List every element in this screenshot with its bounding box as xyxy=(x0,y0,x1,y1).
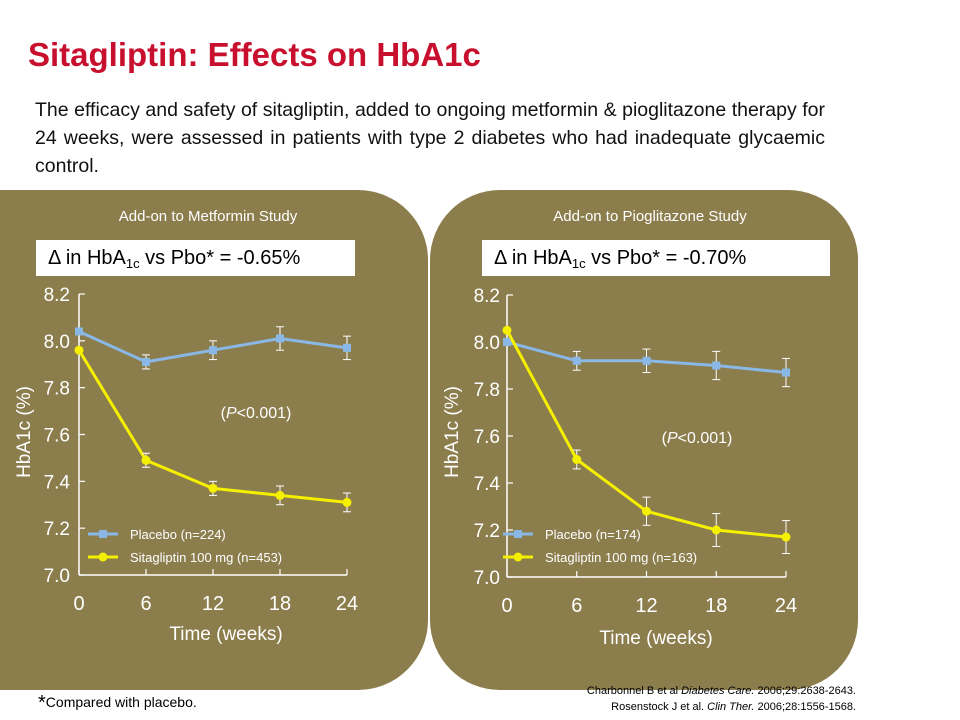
x-axis-title: Time (weeks) xyxy=(599,628,712,649)
delta-text-pre: in HbA xyxy=(60,247,126,269)
y-tick-label: 7.0 xyxy=(44,566,70,587)
legend-marker xyxy=(514,530,522,538)
reference-authors: Rosenstock J et al. xyxy=(611,701,708,713)
reference-authors: Charbonnel B et al xyxy=(586,685,682,697)
reference-details: 2006;28:1556-1568. xyxy=(754,701,857,713)
study-title: Add-on to Metformin Study xyxy=(118,208,298,225)
significance-annotation: (P<0.001) xyxy=(221,405,292,422)
footnote-mark: * xyxy=(38,692,46,714)
x-tick-label: 12 xyxy=(202,593,224,615)
study-title: Add-on to Pioglitazone Study xyxy=(553,208,747,225)
y-tick-label: 7.4 xyxy=(44,472,71,493)
y-axis-title: HbA1c (%) xyxy=(442,386,463,478)
placebo-point xyxy=(142,357,150,366)
x-tick-label: 18 xyxy=(705,595,727,617)
placebo-point xyxy=(75,327,83,336)
metformin-line-chart: 7.0 7.2 7.4 7.6 7.8 8.0 8.2 0 6 12 18 24 Time (weeks… xyxy=(14,285,358,645)
placebo-point xyxy=(209,346,217,355)
y-tick-label: 7.8 xyxy=(474,380,500,401)
delta-text-pre: in HbA xyxy=(506,247,572,269)
placebo-point xyxy=(642,356,651,365)
y-tick-label: 7.8 xyxy=(44,379,70,400)
pioglitazone-line-chart: 7.0 7.2 7.4 7.6 7.8 8.0 8.2 0 6 12 18 24 Time (weeks… xyxy=(442,286,797,649)
reference-details: 2006;29:2638-2643. xyxy=(754,685,857,697)
pioglitazone-study-panel: Add-on to Pioglitazone Study Δ in HbA1c … xyxy=(430,190,858,690)
sitagliptin-point xyxy=(342,497,352,507)
sitagliptin-point xyxy=(781,532,791,542)
legend-marker xyxy=(98,552,108,562)
sitagliptin-point xyxy=(74,345,84,355)
references: Charbonnel B et al Diabetes Care. 2006;2… xyxy=(587,683,856,715)
delta-subscript: 1c xyxy=(125,256,140,271)
sitagliptin-point xyxy=(141,455,151,465)
delta-symbol: Δ xyxy=(48,247,61,269)
x-tick-label: 0 xyxy=(73,593,84,615)
y-tick-label: 7.6 xyxy=(474,427,500,448)
x-tick-label: 24 xyxy=(336,593,358,615)
y-tick-label: 7.0 xyxy=(474,568,500,589)
y-tick-label: 8.0 xyxy=(44,332,70,353)
x-axis-title: Time (weeks) xyxy=(169,624,282,645)
placebo-point xyxy=(343,343,351,352)
x-tick-label: 18 xyxy=(269,593,291,615)
reference-journal: Clin Ther. xyxy=(707,701,755,713)
footnote: *Compared with placebo. xyxy=(38,692,197,715)
delta-symbol: Δ xyxy=(494,247,507,269)
intro-paragraph: The efficacy and safety of sitagliptin, … xyxy=(35,99,825,177)
reference-line: Rosenstock J et al. Clin Ther. 2006;28:1… xyxy=(587,699,856,715)
delta-text-post: vs Pbo* = -0.70% xyxy=(585,247,747,269)
legend-label: Placebo (n=224) xyxy=(130,527,226,542)
legend-label: Sitagliptin 100 mg (n=453) xyxy=(130,550,282,565)
sitagliptin-series-line xyxy=(77,349,348,504)
placebo-point xyxy=(572,356,581,365)
slide-title: Sitagliptin: Effects on HbA1c xyxy=(28,36,481,73)
y-tick-label: 7.2 xyxy=(44,519,70,540)
footnote-text: Compared with placebo. xyxy=(45,694,197,710)
y-axis-title: HbA1c (%) xyxy=(14,386,35,478)
y-tick-label: 7.2 xyxy=(474,521,500,542)
sitagliptin-point xyxy=(572,455,582,464)
y-tick-label: 7.6 xyxy=(44,426,70,447)
x-tick-label: 6 xyxy=(140,593,151,615)
delta-callout: Δ in HbA1c vs Pbo* = -0.70% xyxy=(482,240,830,276)
placebo-point xyxy=(276,334,284,343)
sitagliptin-point xyxy=(711,525,721,535)
metformin-study-panel: Add-on to Metformin Study Δ in HbA1c vs … xyxy=(0,190,428,690)
sitagliptin-point xyxy=(208,483,218,493)
x-tick-label: 12 xyxy=(635,595,657,617)
reference-line: Charbonnel B et al Diabetes Care. 2006;2… xyxy=(587,683,856,699)
legend-marker xyxy=(513,552,523,562)
delta-callout: Δ in HbA1c vs Pbo* = -0.65% xyxy=(36,240,355,276)
sitagliptin-point xyxy=(642,506,651,516)
legend-label: Placebo (n=174) xyxy=(545,527,641,542)
legend-label: Sitagliptin 100 mg (n=163) xyxy=(545,550,697,565)
placebo-point xyxy=(782,368,790,377)
placebo-point xyxy=(503,338,511,346)
x-tick-label: 6 xyxy=(571,595,582,617)
sitagliptin-point xyxy=(275,490,285,500)
y-tick-label: 8.0 xyxy=(474,333,500,354)
significance-annotation: (P<0.001) xyxy=(662,430,733,447)
sitagliptin-point xyxy=(502,325,512,335)
legend-marker xyxy=(99,530,107,538)
y-tick-label: 8.2 xyxy=(44,285,70,306)
x-tick-label: 0 xyxy=(501,595,512,617)
delta-subscript: 1c xyxy=(571,256,586,271)
reference-journal: Diabetes Care. xyxy=(681,685,755,697)
x-tick-label: 24 xyxy=(775,595,797,617)
y-tick-label: 8.2 xyxy=(474,286,500,307)
delta-text-post: vs Pbo* = -0.65% xyxy=(139,247,301,269)
y-tick-label: 7.4 xyxy=(474,474,501,495)
placebo-point xyxy=(712,361,721,370)
